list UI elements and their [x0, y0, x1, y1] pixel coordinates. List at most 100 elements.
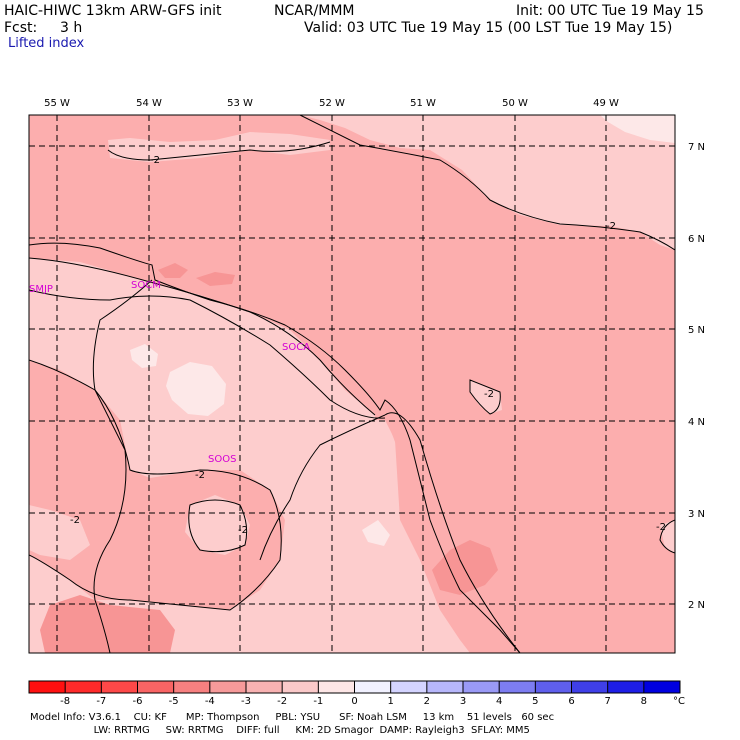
station-soca: SOCA [282, 342, 310, 353]
legend-swatch [535, 681, 572, 693]
contour-central [29, 289, 386, 419]
init-time: Init: 00 UTC Tue 19 May 15 [516, 3, 704, 19]
field-ne-lightest [600, 115, 675, 143]
lon-label-54w: 54 W [136, 98, 162, 109]
legend-swatch [643, 681, 681, 693]
field-sw-lower-light [29, 505, 90, 560]
field-dark-patch-north [158, 263, 188, 278]
legend-tick-label: -2 [277, 696, 287, 707]
model-info-line-1: Model Info: V3.6.1 CU: KF MP: Thompson P… [30, 712, 555, 723]
lon-label-50w: 50 W [502, 98, 528, 109]
legend-swatch [282, 681, 319, 693]
lifted-index-field [29, 115, 675, 653]
graticule [29, 115, 675, 653]
legend-tick-label: -5 [169, 696, 179, 707]
field-lightest-blob-3 [362, 520, 390, 546]
border-west [92, 279, 153, 653]
contour-label: -2 [195, 470, 205, 481]
legend-tick-label: -3 [241, 696, 251, 707]
legend-swatch [173, 681, 211, 693]
legend-swatch [209, 681, 247, 693]
lat-label-2n: 2 N [688, 600, 705, 611]
field-east-dark [432, 540, 498, 595]
legend-tick-label: 6 [568, 696, 574, 707]
fcst-value: 3 h [60, 20, 83, 36]
field-lightest-blob-1 [166, 362, 226, 416]
legend-tick-label: -7 [96, 696, 106, 707]
lat-label-4n: 4 N [688, 417, 705, 428]
field-nw-light [108, 132, 330, 162]
legend-tick-label: -4 [205, 696, 215, 707]
legend-swatch [499, 681, 536, 693]
station-socm: SOCM [131, 280, 161, 291]
lon-label-49w: 49 W [593, 98, 619, 109]
field-lightest-blob-2 [130, 344, 158, 368]
contour-label: -2 [656, 522, 666, 533]
legend-colorbar [28, 680, 681, 694]
legend-swatch [65, 681, 102, 693]
contour-label: -2 [150, 155, 160, 166]
legend-swatch [571, 681, 609, 693]
contour-nw [107, 141, 331, 161]
contour-north [299, 115, 675, 251]
border-east [259, 414, 386, 561]
legend-swatch [607, 681, 645, 693]
legend-swatch [426, 681, 464, 693]
field-name: Lifted index [8, 36, 85, 51]
field-sw-dark [40, 595, 175, 653]
model-info-line-2: LW: RRTMG SW: RRTMG DIFF: full KM: 2D Sm… [30, 725, 530, 736]
lat-label-5n: 5 N [688, 325, 705, 336]
station-soos: SOOS [208, 454, 236, 465]
legend-swatch [246, 681, 283, 693]
legend-tick-label: 4 [496, 696, 502, 707]
lon-label-52w: 52 W [319, 98, 345, 109]
fcst-label: Fcst: [4, 20, 38, 36]
contour-label: -2 [606, 221, 616, 232]
lon-label-51w: 51 W [410, 98, 436, 109]
lat-label-3n: 3 N [688, 509, 705, 520]
coastlines [29, 242, 521, 653]
legend-swatch [29, 681, 66, 693]
contour-far-east [659, 519, 675, 554]
legend-tick-label: 2 [424, 696, 430, 707]
field-east-blob [470, 380, 502, 414]
contour-sw-hole [188, 499, 248, 553]
contour-label: -2 [238, 525, 248, 536]
field-dark-patch-north2 [196, 272, 235, 286]
field-ne-light [300, 115, 675, 250]
legend-swatch [390, 681, 428, 693]
lon-label-55w: 55 W [44, 98, 70, 109]
valid-time: Valid: 03 UTC Tue 19 May 15 (00 LST Tue … [304, 20, 673, 36]
contour-label: -2 [70, 515, 80, 526]
org-label: NCAR/MMM [274, 3, 355, 19]
lat-label-6n: 6 N [688, 234, 705, 245]
legend-tick-label: 8 [641, 696, 647, 707]
field-east-band [385, 405, 520, 653]
contour-label: -2 [484, 389, 494, 400]
legend-tick-label: -6 [133, 696, 143, 707]
legend-tick-label: 5 [532, 696, 538, 707]
map-frame [28, 114, 676, 654]
legend-swatch [101, 681, 138, 693]
contour-east [384, 412, 521, 653]
legend-swatch [137, 681, 175, 693]
contour-sw [29, 359, 282, 611]
legend-tick-label: 0 [351, 696, 357, 707]
contour-east-blob [469, 379, 501, 415]
legend-tick-label: -8 [60, 696, 70, 707]
legend-swatch [354, 681, 392, 693]
station-smjp: SMJP [29, 284, 53, 295]
legend-tick-label: -1 [313, 696, 323, 707]
legend-swatch [463, 681, 500, 693]
legend-tick-label: 7 [604, 696, 610, 707]
model-title: HAIC-HIWC 13km ARW-GFS init [4, 3, 222, 19]
coastline [29, 242, 521, 653]
lon-label-53w: 53 W [227, 98, 253, 109]
legend-tick-label: 3 [460, 696, 466, 707]
legend-ticks: -8 -7 -6 -5 -4 -3 -2 -1 0 1 2 3 4 5 6 7 8 [60, 696, 647, 707]
legend-tick-label: 1 [387, 696, 393, 707]
legend-unit: °C [673, 696, 685, 707]
lat-label-7n: 7 N [688, 142, 705, 153]
field-sw-light-hole [185, 495, 250, 555]
